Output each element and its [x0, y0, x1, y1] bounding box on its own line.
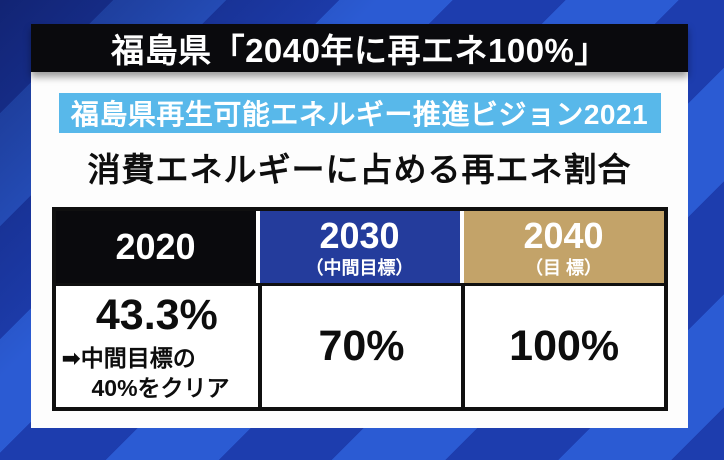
table-value-row: 43.3% ➡中間目標の 40%をクリア 70% 100%	[55, 283, 664, 407]
info-card: 福島県「2040年に再エネ100%」 福島県再生可能エネルギー推進ビジョン202…	[31, 24, 688, 428]
table-header-row: 2020 2030 （中間目標） 2040 （目 標）	[55, 211, 664, 283]
value-cell-2030: 70%	[258, 286, 461, 407]
column-header-2030: 2030 （中間目標）	[259, 211, 460, 283]
table-title: 消費エネルギーに占める再エネ割合	[87, 151, 632, 188]
year-label-2030: 2030	[319, 214, 400, 256]
card-body: 福島県再生可能エネルギー推進ビジョン2021 消費エネルギーに占める再エネ割合 …	[31, 72, 688, 428]
value-2030: 70%	[318, 322, 405, 370]
headline-banner: 福島県「2040年に再エネ100%」	[31, 24, 688, 72]
year-label-2040: 2040	[523, 214, 604, 256]
value-cell-2040: 100%	[460, 286, 664, 407]
annotation-line-2: 40%をクリア	[91, 374, 230, 401]
annotation-line-1: ➡中間目標の	[61, 344, 196, 371]
column-header-2040: 2040 （目 標）	[463, 211, 664, 283]
value-2040: 100%	[509, 322, 620, 370]
column-header-2020: 2020	[55, 211, 256, 283]
renewable-energy-table: 2020 2030 （中間目標） 2040 （目 標） 43.3%	[51, 207, 668, 411]
year-label-2020: 2020	[115, 226, 196, 267]
headline-text: 福島県「2040年に再エネ100%」	[111, 32, 608, 69]
value-2020: 43.3%	[95, 290, 218, 339]
vision-banner: 福島県再生可能エネルギー推進ビジョン2021	[58, 93, 661, 133]
year-sublabel-2040: （目 標）	[524, 257, 602, 278]
year-sublabel-2030: （中間目標）	[305, 257, 414, 278]
vision-banner-text: 福島県再生可能エネルギー推進ビジョン2021	[70, 99, 649, 130]
value-cell-2020: 43.3% ➡中間目標の 40%をクリア	[55, 286, 259, 407]
value-2020-annotation: ➡中間目標の 40%をクリア	[56, 344, 230, 404]
